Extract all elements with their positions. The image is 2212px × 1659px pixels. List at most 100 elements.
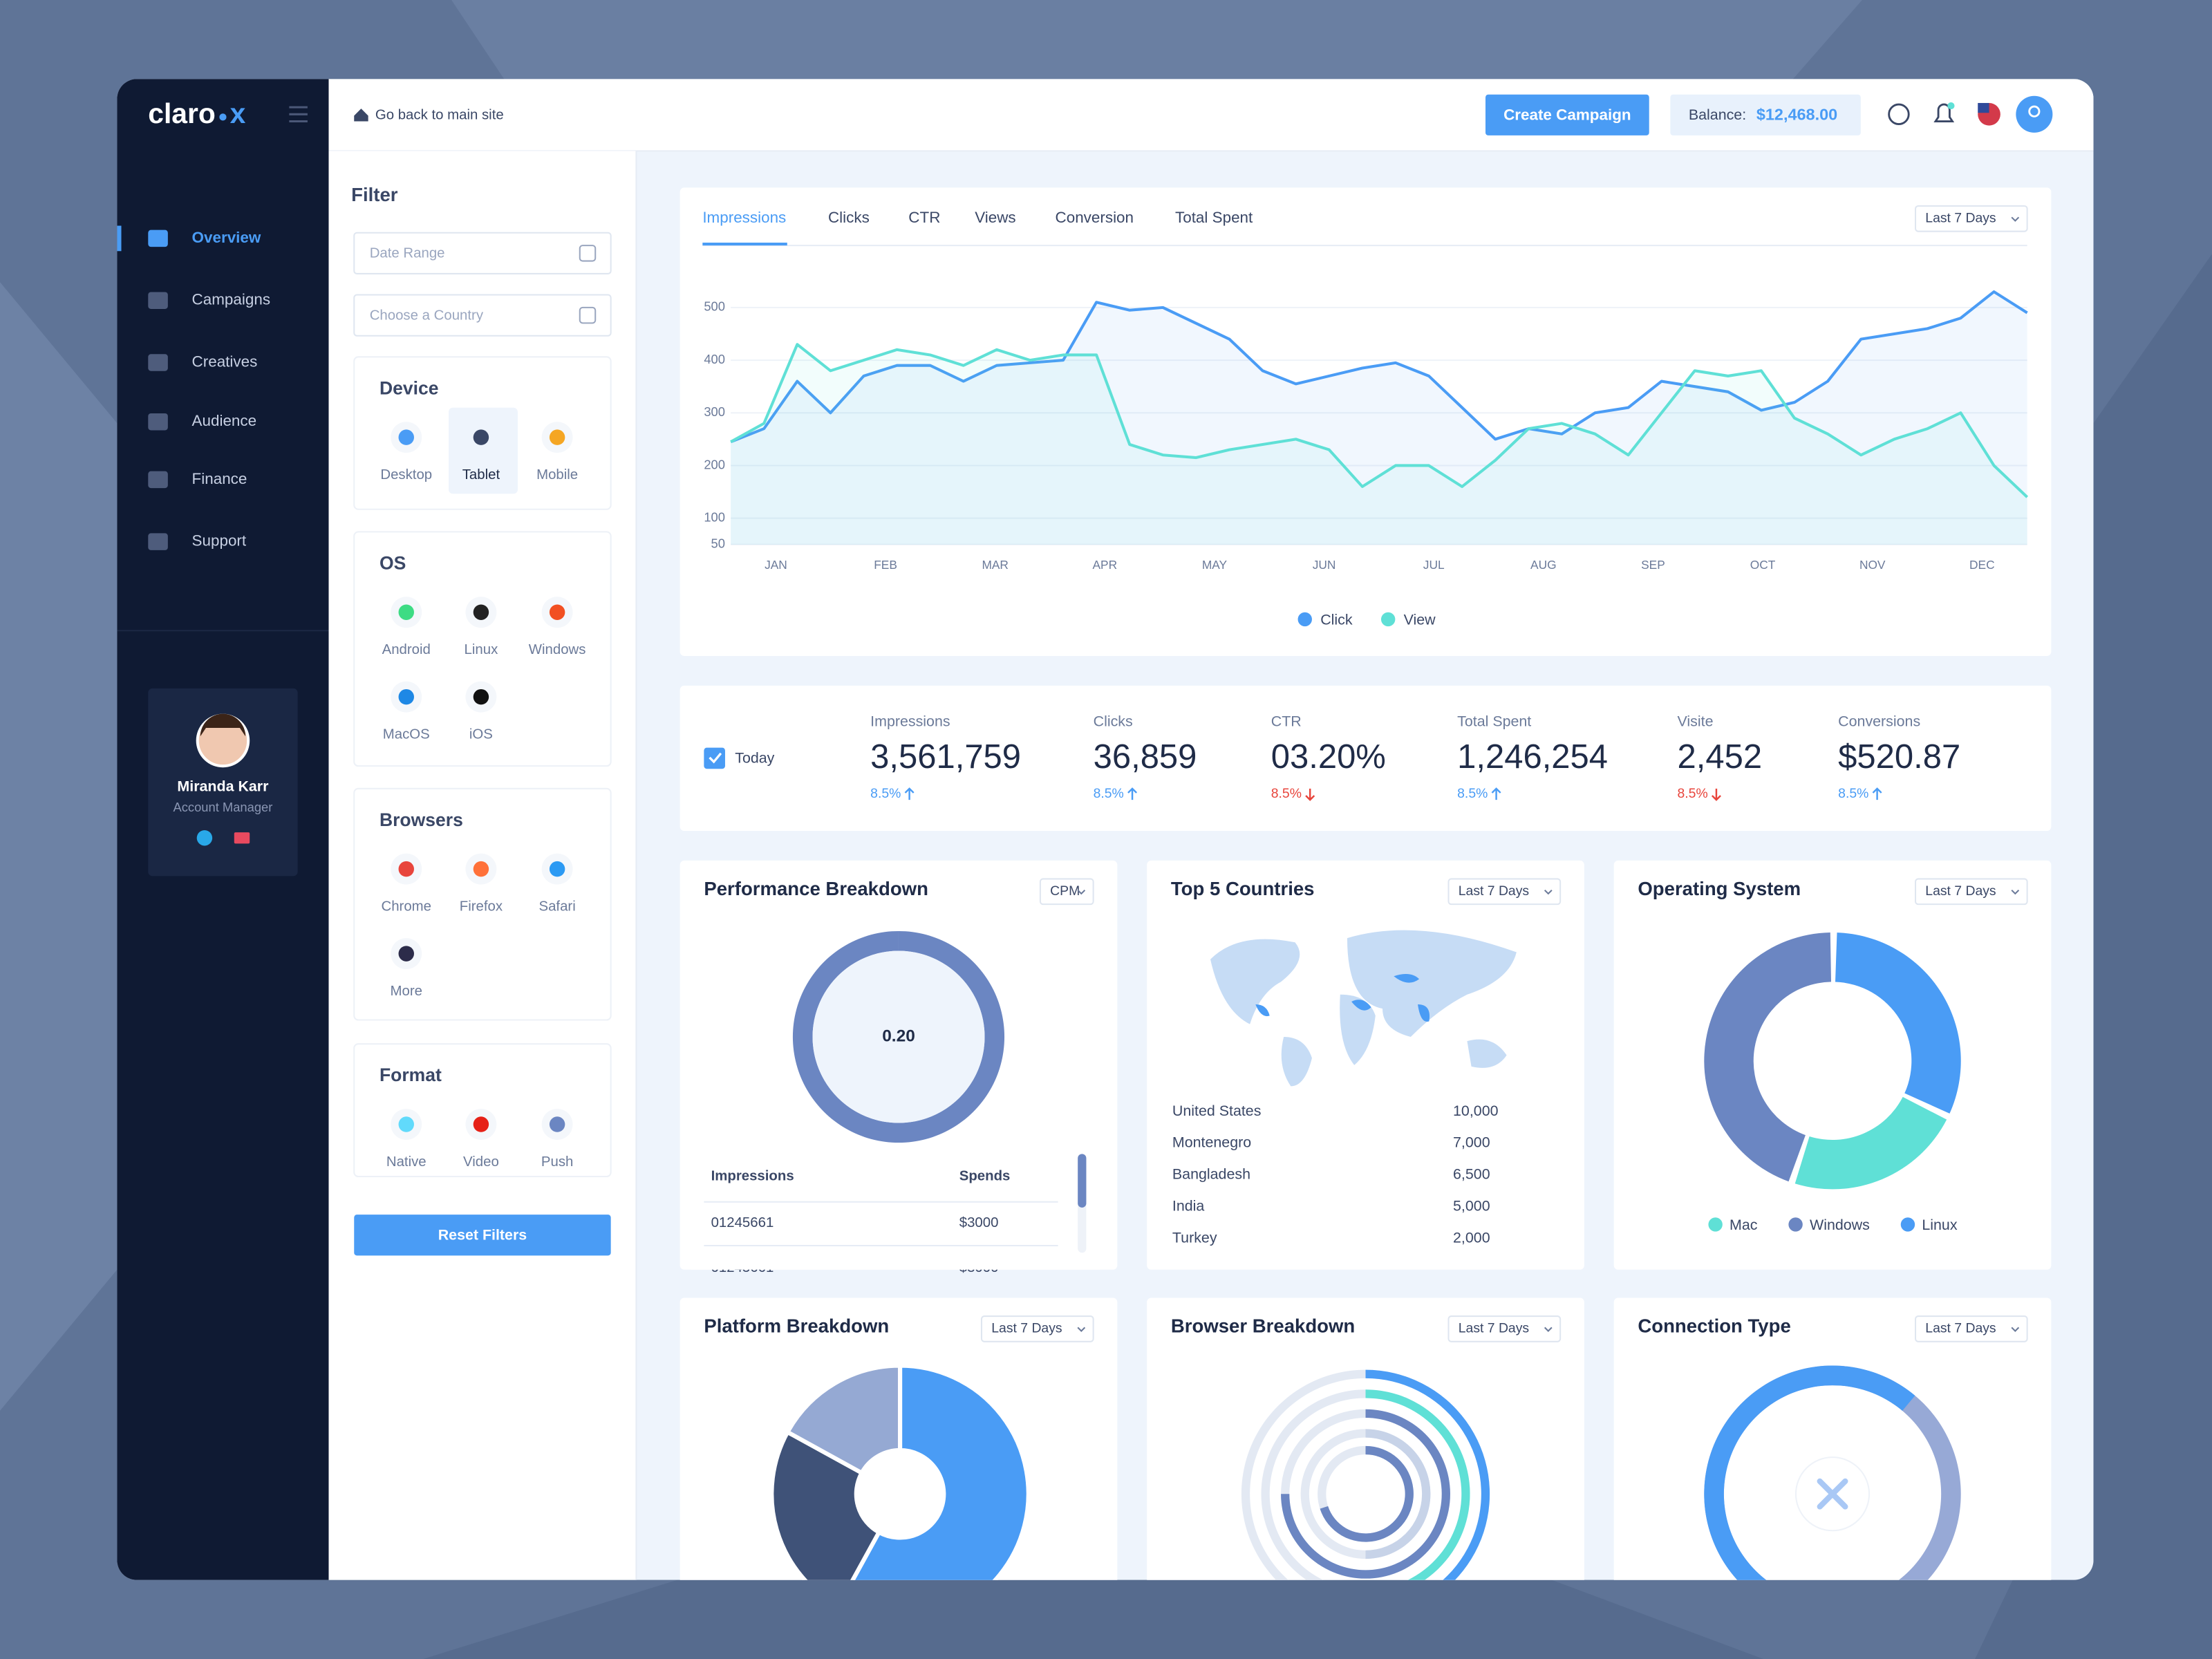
filter-item-label[interactable]: Firefox <box>460 899 503 915</box>
dropdown-label[interactable]: Last 7 Days <box>1459 883 1529 899</box>
x-tick-label: APR <box>1093 558 1118 572</box>
back-link[interactable]: Go back to main site <box>375 108 504 123</box>
filter-icon-glyph[interactable] <box>398 1116 414 1132</box>
manager-name: Miranda Karr <box>177 778 268 794</box>
filter-title: Filter <box>351 184 398 205</box>
filter-item-label[interactable]: Chrome <box>381 899 431 915</box>
filter-icon-glyph[interactable] <box>473 1116 489 1132</box>
filter-icon-glyph[interactable] <box>473 604 489 620</box>
filter-item-label[interactable]: Native <box>386 1154 427 1170</box>
dropdown[interactable] <box>1447 878 1562 906</box>
map-highlight <box>1255 1004 1270 1017</box>
filter-item-label[interactable]: Video <box>463 1154 499 1170</box>
legend-dot <box>1788 1217 1803 1232</box>
filter-icon-glyph[interactable] <box>398 946 414 962</box>
stat-arrow <box>1127 787 1138 800</box>
bell-icon[interactable] <box>1933 103 1955 122</box>
filter-input[interactable] <box>353 232 612 274</box>
filter-icon-glyph[interactable] <box>398 688 414 705</box>
nav-icon[interactable] <box>148 229 168 247</box>
skype-icon[interactable] <box>196 830 213 846</box>
home-icon[interactable] <box>354 109 368 122</box>
country-value: 10,000 <box>1453 1103 1499 1119</box>
filter-item-label[interactable]: Mobile <box>536 467 578 482</box>
dropdown-label[interactable]: Last 7 Days <box>1459 1321 1529 1336</box>
filter-icon-glyph[interactable] <box>398 861 414 877</box>
filter-icon-glyph[interactable] <box>398 429 414 445</box>
nav-icon[interactable] <box>148 354 168 371</box>
nav-item[interactable]: Creatives <box>192 353 258 370</box>
dropdown[interactable] <box>980 1315 1094 1342</box>
chart-tab[interactable]: Impressions <box>702 209 786 226</box>
dropdown-label[interactable]: Last 7 Days <box>991 1321 1062 1336</box>
filter-item-label[interactable]: Windows <box>529 642 586 657</box>
chat-icon[interactable] <box>1888 103 1910 126</box>
reset-button-label[interactable]: Reset Filters <box>438 1226 527 1243</box>
nav-item[interactable]: Audience <box>192 412 257 429</box>
chart-tab[interactable]: Views <box>975 209 1015 226</box>
dropdown[interactable] <box>1915 1315 2028 1342</box>
dropdown[interactable] <box>1447 1315 1562 1342</box>
nav-item[interactable]: Support <box>192 532 247 550</box>
filter-item-label[interactable]: Push <box>541 1154 573 1170</box>
dropdown-label[interactable]: Last 7 Days <box>1925 1321 1996 1336</box>
filter-icon-glyph[interactable] <box>549 604 565 620</box>
filter-item-label[interactable]: Android <box>382 642 431 657</box>
map-region <box>1210 939 1300 1024</box>
map-highlight <box>1418 1004 1430 1022</box>
nav-icon[interactable] <box>148 533 168 550</box>
nav-icon[interactable] <box>148 471 168 489</box>
dropdown-label[interactable]: Last 7 Days <box>1925 210 1996 225</box>
create-button-label[interactable]: Create Campaign <box>1503 106 1631 123</box>
input-placeholder[interactable]: Choose a Country <box>370 308 484 324</box>
reset-button[interactable] <box>354 1215 611 1256</box>
filter-icon-glyph[interactable] <box>549 1116 565 1132</box>
filter-icon-glyph[interactable] <box>549 861 565 877</box>
chart-tab[interactable]: CTR <box>908 209 940 226</box>
filter-item-label[interactable]: MacOS <box>383 727 430 742</box>
stat-value: 36,859 <box>1094 738 1197 776</box>
filter-item-label[interactable]: More <box>391 984 422 999</box>
performance-inner <box>812 950 985 1123</box>
filter-icon-glyph[interactable] <box>398 604 414 620</box>
stat-change: 8.5% <box>1271 786 1302 801</box>
dropdown-label[interactable]: Last 7 Days <box>1925 883 1996 899</box>
user-avatar[interactable] <box>2016 95 2053 133</box>
filter-input[interactable] <box>353 294 612 337</box>
filter-icon-glyph[interactable] <box>473 429 489 445</box>
filter-item-label[interactable]: Safari <box>538 899 575 915</box>
chart-tab[interactable]: Total Spent <box>1175 209 1253 226</box>
legend-dot <box>1380 612 1396 627</box>
filter-icon-glyph[interactable] <box>549 429 565 445</box>
table-header: Impressions <box>711 1168 794 1183</box>
filter-item-label[interactable]: Linux <box>465 642 498 657</box>
nav-icon[interactable] <box>148 413 168 431</box>
nav-item[interactable]: Overview <box>192 229 261 246</box>
country-value: 6,500 <box>1453 1166 1490 1183</box>
nav-item[interactable]: Finance <box>192 470 247 487</box>
filter-item-label[interactable]: Desktop <box>380 467 432 482</box>
filter-icon-glyph[interactable] <box>473 861 489 877</box>
y-tick-label: 50 <box>711 536 725 551</box>
legend-dot <box>1297 612 1312 627</box>
today-checkbox[interactable] <box>704 747 725 769</box>
dropdown[interactable] <box>1039 878 1094 906</box>
filter-item-label[interactable]: Tablet <box>462 467 500 482</box>
input-placeholder[interactable]: Date Range <box>370 246 445 261</box>
nav-icon[interactable] <box>148 292 168 309</box>
mail-icon[interactable] <box>234 832 250 844</box>
filter-item-label[interactable]: iOS <box>469 727 493 742</box>
dropdown[interactable] <box>1915 205 2028 232</box>
dropdown[interactable] <box>1915 878 2028 906</box>
dropdown-label[interactable]: CPM <box>1050 883 1080 899</box>
filter-icon-glyph[interactable] <box>473 688 489 705</box>
nav-item[interactable]: Campaigns <box>192 291 271 308</box>
chart-tab[interactable]: Clicks <box>828 209 870 226</box>
legend-label: Click <box>1320 612 1353 628</box>
today-label[interactable]: Today <box>735 750 774 767</box>
create-button[interactable] <box>1485 94 1649 135</box>
scroll-thumb[interactable] <box>1078 1154 1087 1208</box>
chart-tab[interactable]: Conversion <box>1056 209 1134 226</box>
chevron <box>1544 1327 1553 1332</box>
